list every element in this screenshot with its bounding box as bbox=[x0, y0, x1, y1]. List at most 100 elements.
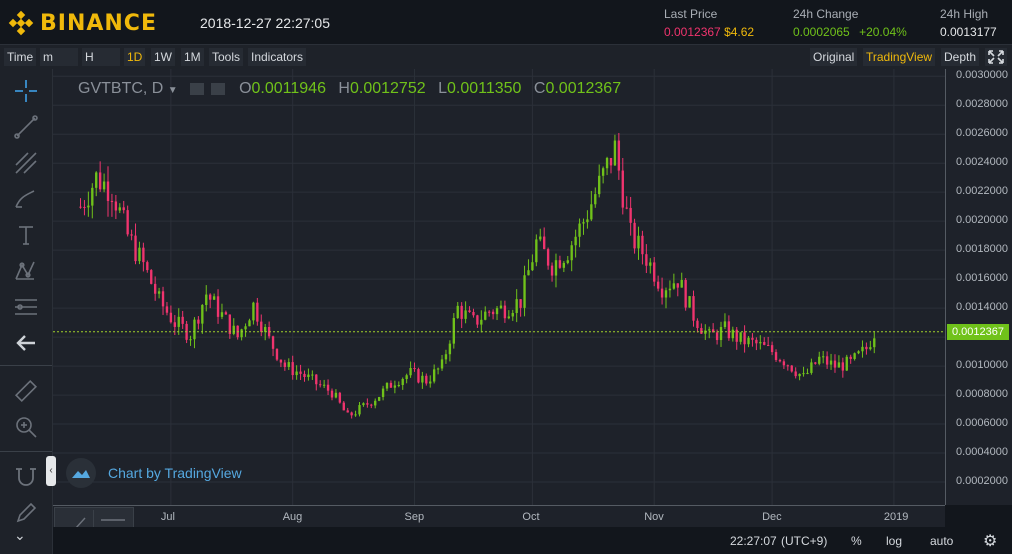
candle-body bbox=[393, 385, 397, 388]
candle-body bbox=[656, 281, 660, 289]
candle-body bbox=[138, 247, 141, 262]
ruler-tool[interactable] bbox=[12, 377, 40, 405]
candle-body bbox=[711, 329, 715, 333]
candle-body bbox=[91, 187, 94, 206]
candle-body bbox=[590, 204, 593, 220]
tradingview-badge[interactable]: Chart by TradingView bbox=[66, 456, 242, 490]
candle-body bbox=[224, 312, 228, 315]
settings-icon[interactable] bbox=[190, 82, 205, 95]
candle-body bbox=[861, 346, 864, 352]
candle-body bbox=[574, 236, 577, 246]
candle-body bbox=[739, 332, 742, 342]
hour-label: H bbox=[85, 50, 94, 64]
crosshair-icon bbox=[15, 80, 37, 102]
candle-body bbox=[484, 311, 487, 320]
candle-body bbox=[189, 339, 192, 341]
candle-body bbox=[554, 260, 558, 276]
magnet-tool[interactable] bbox=[12, 463, 40, 491]
y-tick-label: 0.0020000 bbox=[956, 214, 1008, 227]
close-icon[interactable] bbox=[210, 82, 225, 95]
candle-body bbox=[480, 319, 483, 325]
y-tick-label: 0.0010000 bbox=[956, 359, 1008, 372]
candle-body bbox=[519, 299, 522, 308]
close-value: 0.0012367 bbox=[545, 80, 622, 97]
open-value: 0.0011946 bbox=[251, 80, 326, 97]
candle-body bbox=[688, 296, 691, 308]
log-scale-button[interactable]: log bbox=[886, 534, 903, 548]
candle-body bbox=[531, 262, 534, 271]
auto-scale-button[interactable]: auto bbox=[930, 534, 954, 548]
candle-body bbox=[374, 400, 377, 406]
y-tick-label: 0.0030000 bbox=[956, 69, 1008, 82]
change-24h-stat: 24h Change 0.0002065 +20.04% bbox=[793, 7, 907, 39]
minute-dropdown[interactable]: m ▼ bbox=[40, 48, 78, 81]
candle-body bbox=[664, 290, 668, 298]
percent-scale-button[interactable]: % bbox=[851, 534, 862, 548]
pitchfork-tool[interactable] bbox=[12, 149, 40, 177]
candle-body bbox=[370, 404, 373, 406]
candle-body bbox=[295, 371, 298, 376]
gear-icon[interactable]: ⚙ bbox=[983, 533, 998, 550]
fullscreen-button[interactable] bbox=[985, 48, 1007, 66]
candle-body bbox=[150, 270, 153, 284]
candle-body bbox=[95, 172, 98, 188]
crosshair-tool[interactable] bbox=[12, 77, 40, 105]
candle-body bbox=[83, 206, 86, 208]
binance-logo[interactable]: BINANCE bbox=[8, 9, 157, 37]
pattern-tool[interactable] bbox=[12, 257, 40, 285]
candle-body bbox=[405, 375, 408, 380]
view-tradingview-button[interactable]: TradingView bbox=[863, 48, 936, 66]
candle-body bbox=[397, 384, 400, 386]
chart-canvas[interactable] bbox=[53, 69, 945, 505]
candle-body bbox=[142, 247, 145, 263]
interval-1w-button[interactable]: 1W bbox=[151, 48, 175, 66]
interval-1d-button[interactable]: 1D bbox=[124, 48, 146, 66]
time-axis[interactable]: Jul Aug Sep Oct Nov Dec 2019 bbox=[53, 505, 945, 528]
candle-body bbox=[409, 368, 412, 376]
view-original-button[interactable]: Original bbox=[810, 48, 858, 66]
indicators-button[interactable]: Indicators bbox=[248, 48, 307, 66]
zoom-tool[interactable] bbox=[12, 413, 40, 441]
last-price-btc: 0.0012367 bbox=[664, 25, 721, 39]
candle-body bbox=[511, 312, 514, 317]
candle-body bbox=[790, 365, 793, 372]
symbol-dropdown[interactable]: GVTBTC, D ▼ bbox=[78, 80, 178, 97]
candle-body bbox=[763, 342, 766, 345]
candle-body bbox=[543, 236, 546, 250]
candle-body bbox=[201, 304, 204, 324]
chevron-down-icon[interactable]: ⌄ bbox=[14, 527, 26, 543]
time-button[interactable]: Time bbox=[4, 48, 37, 66]
candle-body bbox=[322, 384, 326, 386]
pencil-tool[interactable] bbox=[12, 499, 40, 527]
candle-body bbox=[429, 381, 432, 384]
view-depth-button[interactable]: Depth bbox=[941, 48, 980, 66]
candle-body bbox=[523, 275, 526, 308]
tools-button[interactable]: Tools bbox=[209, 48, 244, 66]
fib-tool[interactable] bbox=[12, 293, 40, 321]
trendline-tool[interactable] bbox=[12, 113, 40, 141]
candle-body bbox=[539, 236, 542, 240]
drawing-toolbar: ⌄ bbox=[0, 69, 53, 554]
text-tool[interactable] bbox=[12, 221, 40, 249]
back-tool[interactable] bbox=[12, 329, 40, 357]
candle-body bbox=[181, 316, 184, 324]
candle-body bbox=[232, 325, 235, 334]
hour-dropdown[interactable]: H ▼ bbox=[82, 48, 120, 81]
price-chart[interactable] bbox=[53, 69, 945, 505]
candle-body bbox=[205, 294, 208, 305]
interval-1m-button[interactable]: 1M bbox=[181, 48, 204, 66]
brush-tool[interactable] bbox=[12, 185, 40, 213]
y-tick-label: 0.0004000 bbox=[956, 446, 1008, 459]
fullscreen-icon bbox=[988, 50, 1004, 64]
text-icon bbox=[19, 226, 33, 245]
timezone-button[interactable]: (UTC+9) bbox=[781, 534, 828, 548]
change-24h-percent: +20.04% bbox=[859, 25, 907, 39]
candle-body bbox=[311, 374, 314, 376]
collapse-toolbar-button[interactable]: ‹ bbox=[46, 456, 56, 486]
candle-body bbox=[279, 359, 283, 363]
price-axis[interactable]: 0.0030000 0.0028000 0.0026000 0.0024000 0.00… bbox=[945, 69, 1012, 505]
candle-body bbox=[837, 362, 841, 368]
candle-body bbox=[806, 372, 809, 374]
candle-body bbox=[126, 210, 129, 235]
candle-body bbox=[472, 311, 475, 316]
